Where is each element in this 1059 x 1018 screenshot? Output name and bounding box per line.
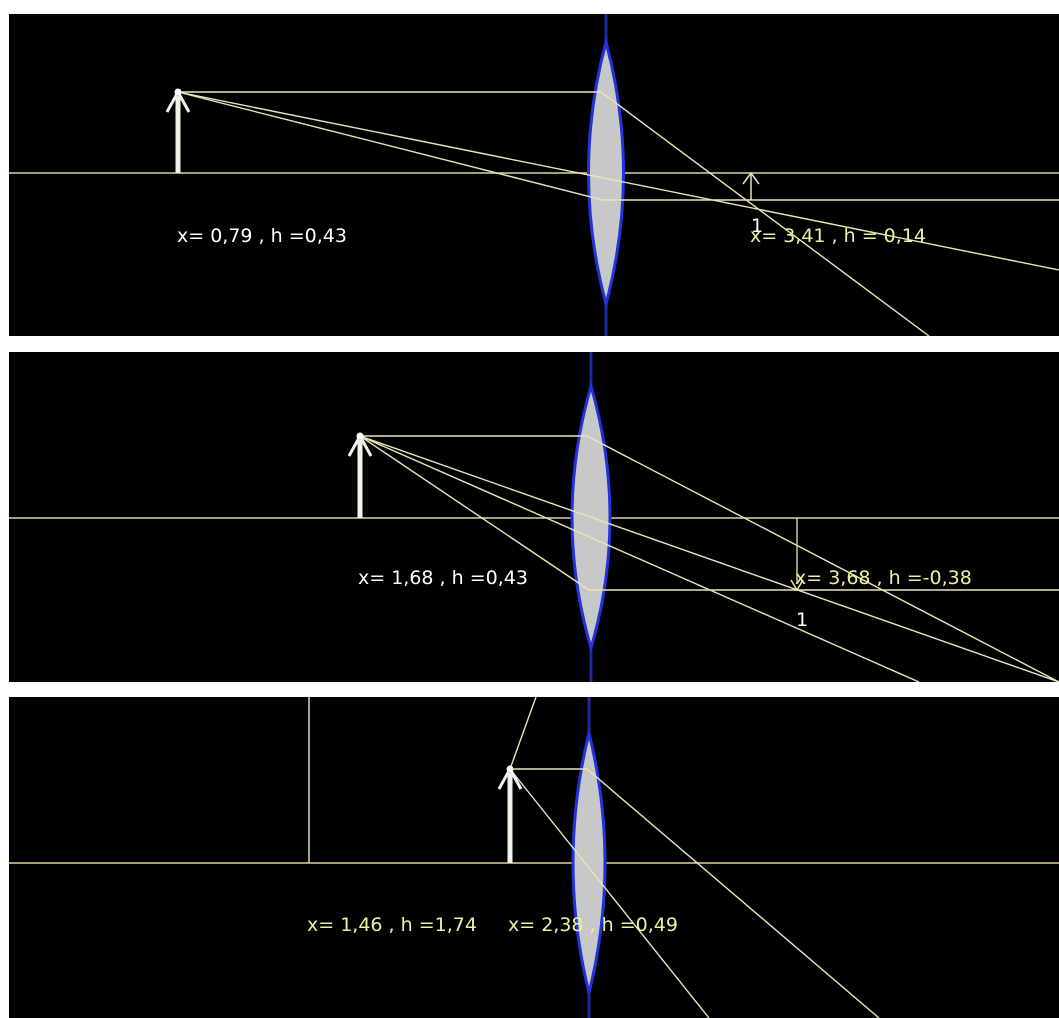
object-arrow xyxy=(497,765,523,863)
central-ray xyxy=(509,768,710,1018)
ray-index-marker: 1 xyxy=(796,609,808,631)
object-position-label: x= 0,79 , h =0,43 xyxy=(177,225,347,247)
ray-index-marker: 1 xyxy=(751,215,763,237)
object-arrow xyxy=(165,88,191,173)
ray-diagram-panel-1: x= 0,79 , h =0,43 x= 3,41 , h = 0,14 1 xyxy=(9,14,1059,336)
object-position-label: x= 1,68 , h =0,43 xyxy=(358,567,528,589)
ray-diagram-panel-3: x= 1,46 , h =1,74 x= 2,38 , h =0,49 xyxy=(9,697,1059,1018)
ray-diagram-svg-1: x= 0,79 , h =0,43 x= 3,41 , h = 0,14 1 xyxy=(9,14,1059,336)
secondary-ray xyxy=(359,435,920,682)
image-arrow xyxy=(790,579,804,592)
converging-lens xyxy=(587,36,625,310)
focal-ray xyxy=(177,91,1059,201)
converging-lens xyxy=(571,732,607,994)
parallel-ray xyxy=(510,768,880,1018)
parallel-ray xyxy=(360,435,1059,682)
focal-ray xyxy=(359,435,1059,591)
image-position-label: x= 3,41 , h = 0,14 xyxy=(750,225,926,247)
central-ray xyxy=(177,91,1059,271)
object-arrow xyxy=(347,432,373,518)
image-arrow xyxy=(742,171,760,200)
ray-diagram-panel-2: x= 1,68 , h =0,43 x= 3,68 , h =-0,38 1 xyxy=(9,352,1059,682)
back-extension-ray xyxy=(509,697,537,770)
parallel-ray xyxy=(178,91,930,336)
virtual-image-position-label: x= 1,46 , h =1,74 xyxy=(307,914,477,936)
image-position-label: x= 3,68 , h =-0,38 xyxy=(795,567,972,589)
ray-diagram-svg-3: x= 1,46 , h =1,74 x= 2,38 , h =0,49 xyxy=(9,697,1059,1018)
ray-diagram-svg-2: x= 1,68 , h =0,43 x= 3,68 , h =-0,38 1 xyxy=(9,352,1059,682)
central-ray xyxy=(359,435,1059,682)
object-position-label: x= 2,38 , h =0,49 xyxy=(508,914,678,936)
